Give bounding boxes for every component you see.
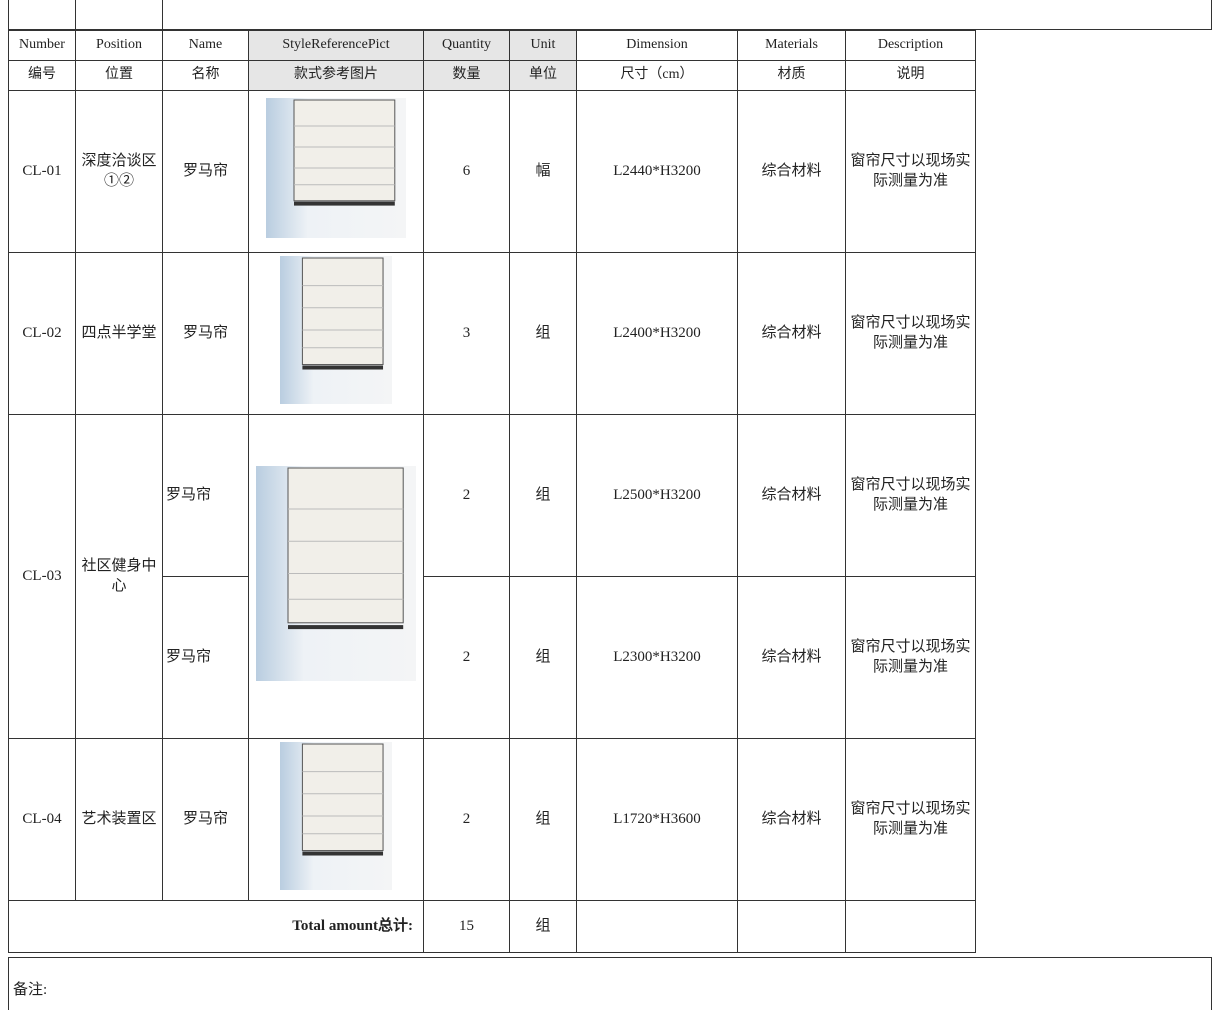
name: 罗马帘 <box>162 252 249 415</box>
position: 艺术装置区 <box>75 738 163 901</box>
unit: 组 <box>509 414 577 577</box>
material: 综合材料 <box>737 90 846 253</box>
name: 罗马帘 <box>162 576 249 739</box>
picture-cell <box>248 252 424 415</box>
position: 四点半学堂 <box>75 252 163 415</box>
unit: 幅 <box>509 90 577 253</box>
header-en: Number <box>8 30 76 61</box>
material: 综合材料 <box>737 738 846 901</box>
description: 窗帘尺寸以现场实际测量为准 <box>845 738 976 901</box>
material: 综合材料 <box>737 414 846 577</box>
style-picture <box>280 256 392 405</box>
header-zh: 说明 <box>845 60 976 91</box>
header-zh: 单位 <box>509 60 577 91</box>
dimension: L2300*H3200 <box>576 576 738 739</box>
curtain-table: Number Position Name StyleReferencePict Quan… <box>8 30 976 953</box>
description: 窗帘尺寸以现场实际测量为准 <box>845 252 976 415</box>
description: 窗帘尺寸以现场实际测量为准 <box>845 90 976 253</box>
header-zh: 位置 <box>75 60 163 91</box>
unit: 组 <box>509 738 577 901</box>
unit: 组 <box>509 576 577 739</box>
dimension: L2500*H3200 <box>576 414 738 577</box>
material: 综合材料 <box>737 252 846 415</box>
name: 罗马帘 <box>162 414 249 577</box>
header-zh: 名称 <box>162 60 249 91</box>
quantity: 3 <box>423 252 510 415</box>
header-zh: 数量 <box>423 60 510 91</box>
style-picture <box>280 742 392 891</box>
picture-cell <box>248 738 424 901</box>
total-unit: 组 <box>509 900 577 953</box>
name: 罗马帘 <box>162 738 249 901</box>
material: 综合材料 <box>737 576 846 739</box>
header-zh: 材质 <box>737 60 846 91</box>
header-zh: 款式参考图片 <box>248 60 424 91</box>
header-en: Unit <box>509 30 577 61</box>
description: 窗帘尺寸以现场实际测量为准 <box>845 576 976 739</box>
header-zh: 编号 <box>8 60 76 91</box>
style-picture <box>266 98 406 239</box>
total-label: Total amount总计: <box>8 900 424 953</box>
header-en: Name <box>162 30 249 61</box>
dimension: L1720*H3600 <box>576 738 738 901</box>
header-en: Quantity <box>423 30 510 61</box>
number: CL-01 <box>8 90 76 253</box>
number: CL-04 <box>8 738 76 901</box>
header-en: Materials <box>737 30 846 61</box>
name: 罗马帘 <box>162 90 249 253</box>
header-en: Dimension <box>576 30 738 61</box>
header-zh: 尺寸（cm） <box>576 60 738 91</box>
dimension: L2400*H3200 <box>576 252 738 415</box>
number: CL-02 <box>8 252 76 415</box>
quantity: 2 <box>423 738 510 901</box>
position: 社区健身中心 <box>75 414 163 739</box>
total-quantity: 15 <box>423 900 510 953</box>
dimension: L2440*H3200 <box>576 90 738 253</box>
top-row <box>8 0 1212 30</box>
header-en: StyleReferencePict <box>248 30 424 61</box>
position: 深度洽谈区①② <box>75 90 163 253</box>
description: 窗帘尺寸以现场实际测量为准 <box>845 414 976 577</box>
picture-cell <box>248 90 424 253</box>
header-en: Description <box>845 30 976 61</box>
style-picture <box>256 465 416 681</box>
unit: 组 <box>509 252 577 415</box>
remarks: 备注: <box>8 957 1212 1010</box>
picture-cell <box>248 414 424 739</box>
quantity: 2 <box>423 414 510 577</box>
header-en: Position <box>75 30 163 61</box>
number: CL-03 <box>8 414 76 739</box>
quantity: 6 <box>423 90 510 253</box>
quantity: 2 <box>423 576 510 739</box>
